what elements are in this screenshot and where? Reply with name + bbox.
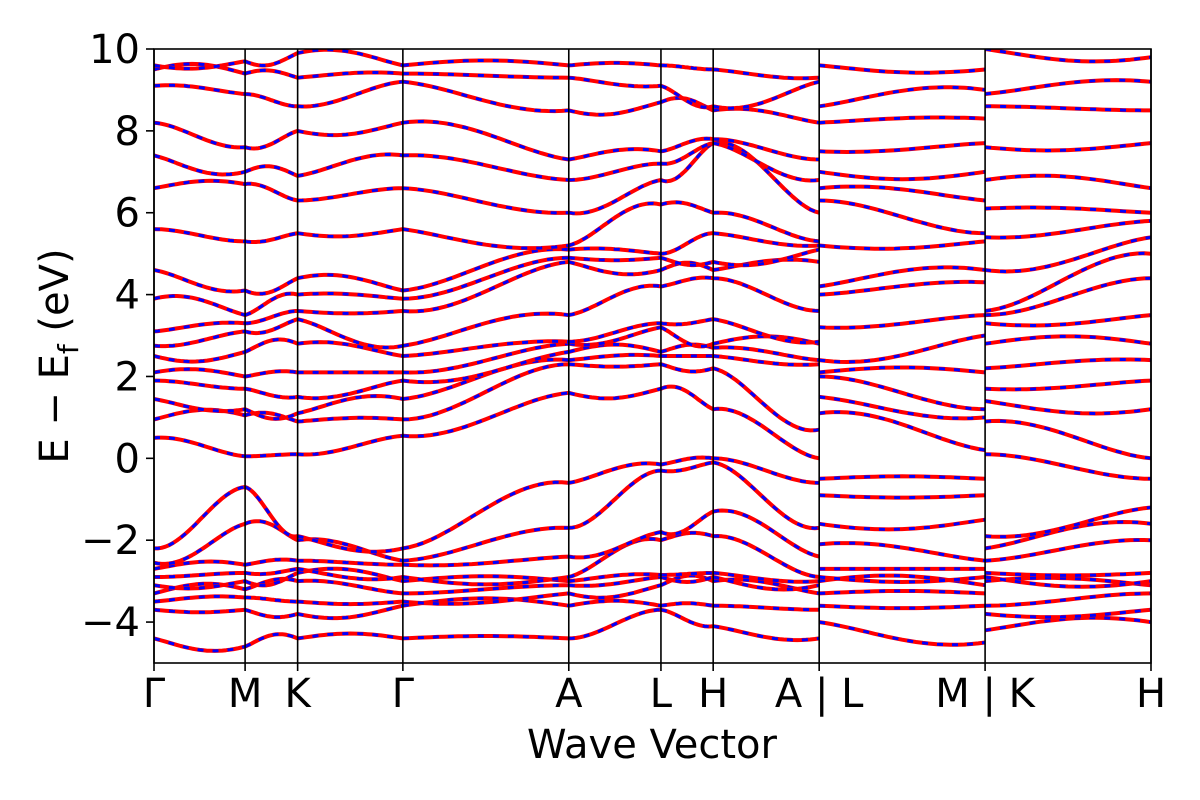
y-tick-label: 6 (115, 191, 140, 237)
band-line-dashed (154, 567, 1151, 590)
y-axis-ticks: −4 −2 0 2 4 6 8 10 (81, 27, 154, 646)
band-line-dashed (154, 574, 1151, 608)
x-axis-label: Wave Vector (527, 722, 778, 768)
y-axis-label-subscript: f (52, 343, 85, 354)
y-axis-label: E − Ef (eV) (32, 248, 85, 463)
y-axis-label-main: E − E (32, 354, 78, 464)
band-line-dashed (154, 325, 1151, 378)
band-lines (154, 49, 1151, 653)
band-line-dashed (154, 531, 1151, 586)
y-tick-label: −4 (81, 600, 140, 646)
band-line-dashed (154, 231, 1151, 296)
band-line-dashed (154, 509, 1151, 571)
band-line-dashed (154, 343, 1151, 411)
band-line-dashed (154, 317, 1151, 364)
band-line-solid (154, 325, 1151, 379)
band-line-dashed (154, 460, 1151, 566)
band-line-dashed (154, 62, 1151, 110)
band-line-dashed (154, 385, 1151, 481)
x-tick-label: H (698, 671, 728, 717)
band-line-dashed (154, 258, 1151, 333)
band-line-dashed (154, 456, 1151, 554)
y-tick-label: 2 (115, 354, 140, 400)
band-line-solid (154, 460, 1151, 566)
band-line-dashed (154, 119, 1151, 161)
band-line-solid (154, 61, 1151, 111)
band-line-solid (154, 247, 1151, 318)
x-tick-label: L (650, 671, 673, 717)
y-tick-label: 4 (115, 273, 140, 319)
band-line-dashed (154, 49, 1151, 80)
y-axis-label-unit: (eV) (32, 248, 78, 344)
y-tick-label: 0 (115, 436, 140, 482)
x-tick-label: M | K (935, 671, 1036, 717)
band-line-solid (154, 119, 1151, 162)
x-tick-label: A | L (775, 671, 864, 717)
x-tick-label: H (1136, 671, 1166, 717)
x-tick-label: M (228, 671, 263, 717)
band-line-dashed (154, 596, 1151, 620)
y-tick-label: −2 (81, 518, 140, 564)
band-line-dashed (154, 574, 1151, 595)
band-line-dashed (154, 80, 1151, 125)
band-line-dashed (154, 141, 1151, 190)
x-tick-label: K (285, 671, 313, 717)
x-tick-label: Γ (392, 671, 415, 717)
band-line-dashed (154, 608, 1151, 653)
y-tick-label: 8 (115, 109, 140, 155)
band-line-dashed (154, 248, 1151, 317)
plot-frame (153, 48, 1152, 664)
band-line-dashed (154, 199, 1151, 250)
y-tick-label: 10 (89, 27, 140, 73)
band-line-dashed (154, 141, 1151, 215)
band-line-dashed (154, 353, 1151, 421)
x-tick-label: A (555, 671, 583, 717)
band-line-dashed (154, 276, 1151, 349)
x-tick-label: Γ (143, 671, 166, 717)
